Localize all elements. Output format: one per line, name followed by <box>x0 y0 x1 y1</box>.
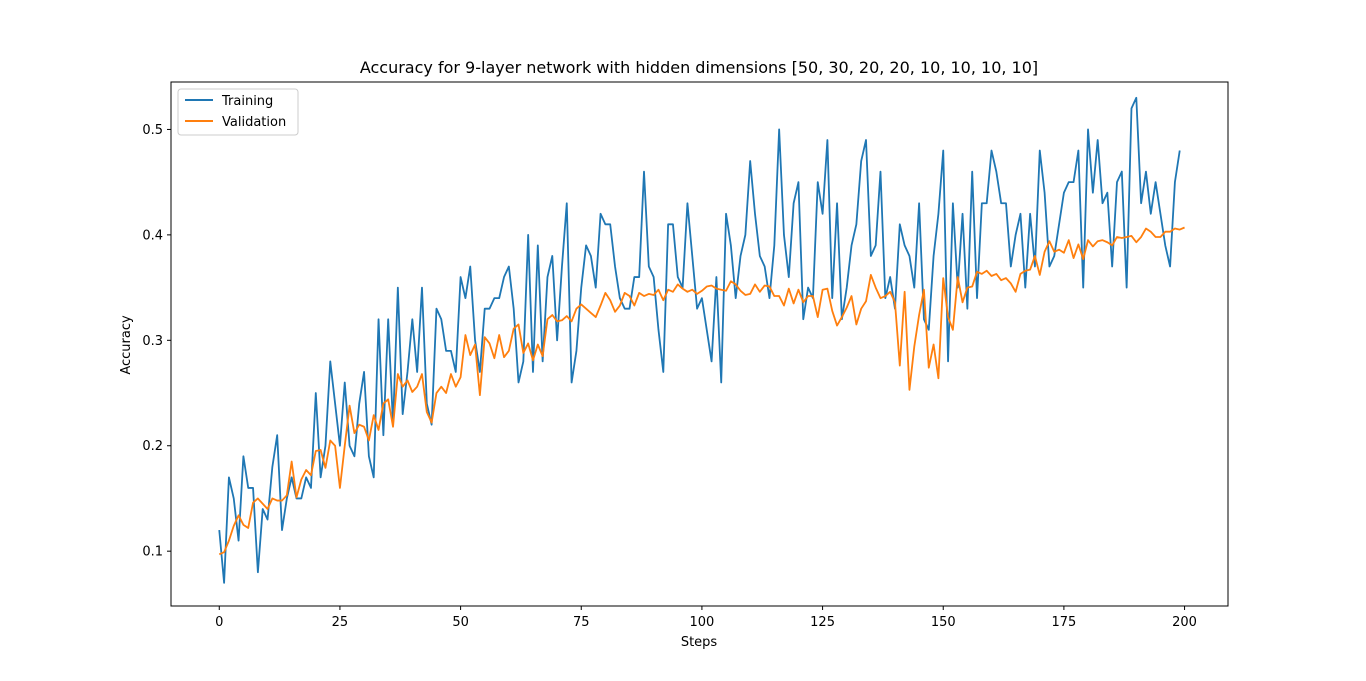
plot-lines <box>218 96 1185 584</box>
y-axis-label: Accuracy <box>119 315 134 375</box>
x-tick-label: 200 <box>1172 615 1197 630</box>
y-tick-label: 0.1 <box>142 545 163 560</box>
series-line-validation <box>218 226 1185 556</box>
x-tick-label: 0 <box>215 615 223 630</box>
legend-validation-label: Validation <box>222 115 286 130</box>
x-tick-label: 50 <box>452 615 469 630</box>
y-axis-ticks: 0.1 0.2 0.3 0.4 0.5 <box>142 123 171 560</box>
x-tick-label: 100 <box>689 615 714 630</box>
y-tick-label: 0.3 <box>142 334 163 349</box>
x-tick-label: 125 <box>810 615 835 630</box>
x-tick-label: 150 <box>931 615 956 630</box>
x-axis-ticks: 0 25 50 75 100 125 150 175 200 <box>215 606 1197 630</box>
x-axis-label: Steps <box>681 635 718 650</box>
x-tick-label: 175 <box>1051 615 1076 630</box>
series-line-training <box>218 96 1181 584</box>
y-tick-label: 0.4 <box>142 228 163 243</box>
x-tick-label: 75 <box>573 615 590 630</box>
y-tick-label: 0.5 <box>142 123 163 138</box>
legend: Training Validation <box>177 88 299 136</box>
y-tick-label: 0.2 <box>142 439 163 454</box>
legend-training-label: Training <box>221 94 273 109</box>
x-tick-label: 25 <box>332 615 349 630</box>
plot-frame <box>170 81 1229 607</box>
chart-title: Accuracy for 9-layer network with hidden… <box>360 58 1038 77</box>
